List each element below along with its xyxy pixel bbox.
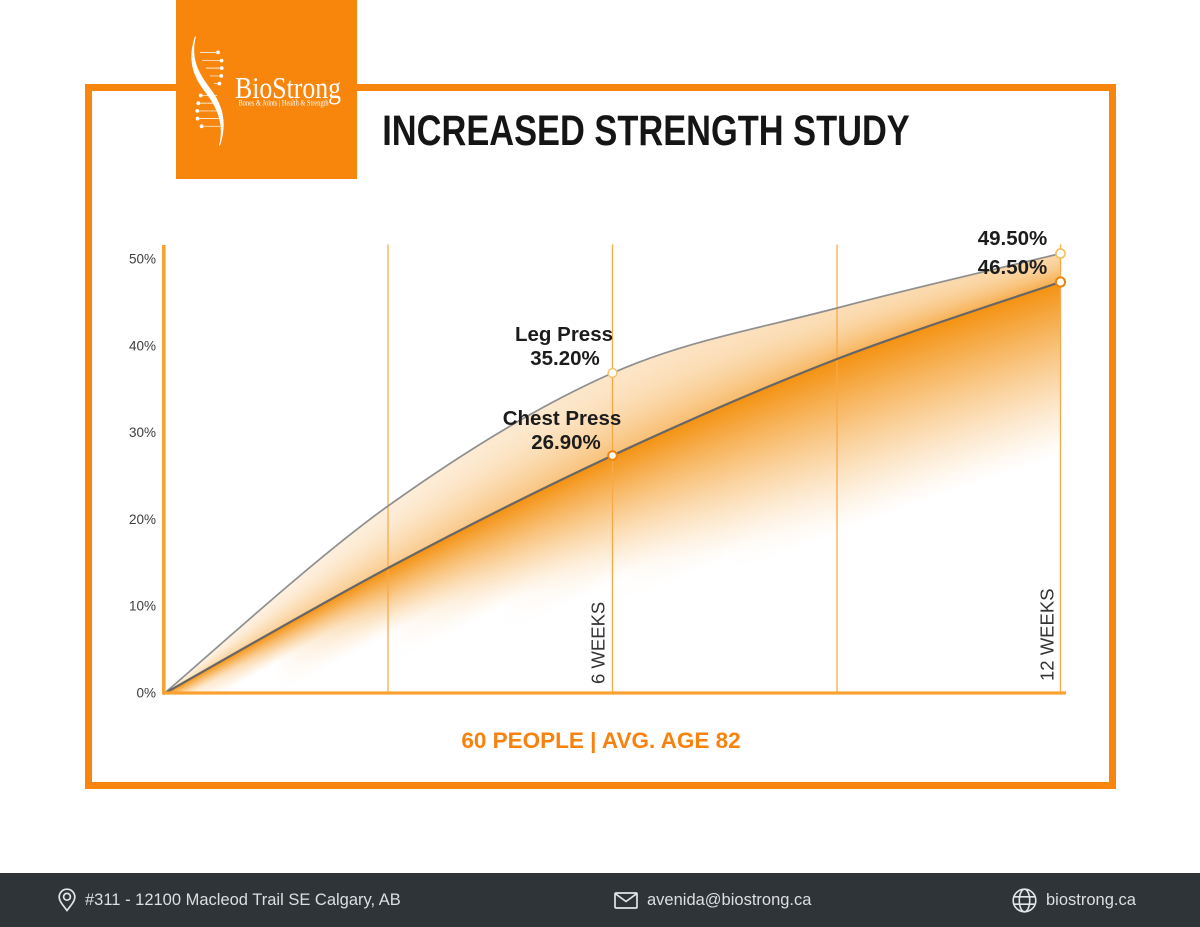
svg-text:BioStrong: BioStrong [235, 70, 341, 105]
svg-text:30%: 30% [129, 425, 156, 440]
svg-text:6 WEEKS: 6 WEEKS [588, 602, 609, 684]
svg-text:46.50%: 46.50% [978, 256, 1048, 279]
svg-text:12 WEEKS: 12 WEEKS [1037, 588, 1058, 681]
svg-text:50%: 50% [129, 252, 156, 267]
svg-text:Bones & Joints | Health & Stre: Bones & Joints | Health & Strength [239, 98, 329, 107]
svg-text:20%: 20% [129, 512, 156, 527]
svg-text:40%: 40% [129, 338, 156, 353]
svg-text:26.90%: 26.90% [531, 431, 601, 454]
svg-text:35.20%: 35.20% [530, 347, 600, 370]
svg-text:0%: 0% [136, 686, 156, 701]
svg-text:Leg Press: Leg Press [515, 323, 613, 346]
svg-text:49.50%: 49.50% [978, 227, 1048, 250]
svg-text:Chest Press: Chest Press [503, 407, 622, 430]
svg-text:10%: 10% [129, 599, 156, 614]
